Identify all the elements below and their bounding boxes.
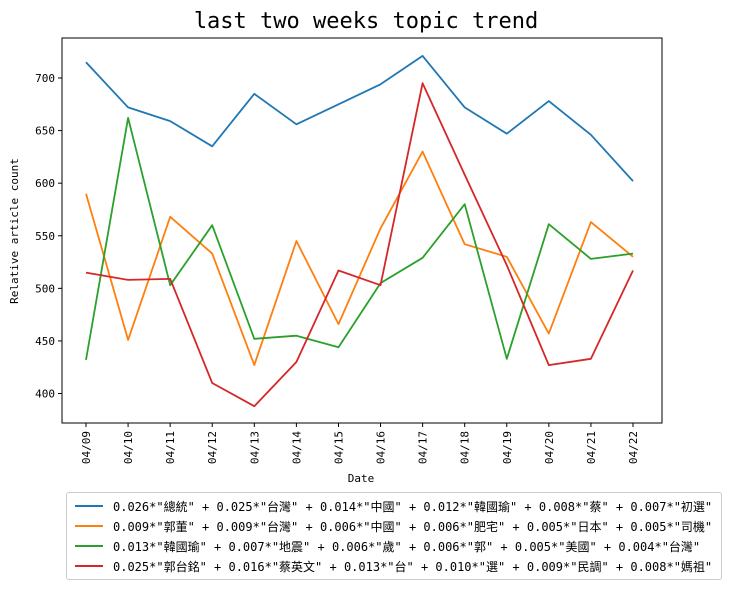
x-tick-label: 04/16: [375, 431, 388, 464]
x-tick-label: 04/14: [290, 431, 303, 464]
x-tick-label: 04/22: [627, 431, 640, 464]
series-lines: [85, 55, 634, 408]
series-line-2: [85, 150, 634, 367]
x-tick-label: 04/18: [459, 431, 472, 464]
legend-swatch-2: [75, 525, 103, 527]
legend-swatch-3: [75, 545, 103, 547]
x-tick-label: 04/10: [122, 431, 135, 464]
y-axis-label: Relative article count: [8, 158, 21, 304]
y-axis-ticks: 400 450 500 550 600 650 700: [35, 72, 62, 401]
x-tick-label: 04/19: [501, 431, 514, 464]
x-tick-label: 04/21: [585, 431, 598, 464]
plot-frame: [61, 37, 663, 424]
x-tick-label: 04/09: [80, 431, 93, 464]
x-axis-ticks: 04/09 04/10 04/11 04/12 04/13 04/14 04/15 04/16…: [80, 423, 640, 464]
x-tick-label: 04/11: [164, 431, 177, 464]
y-tick-label: 500: [35, 282, 55, 295]
legend: 0.026*"總統" + 0.025*"台灣" + 0.014*"中國" + 0…: [66, 492, 722, 580]
x-axis-label: Date: [348, 472, 375, 485]
x-tick-label: 04/20: [543, 431, 556, 464]
y-tick-label: 600: [35, 177, 55, 190]
legend-swatch-4: [75, 565, 103, 567]
x-tick-label: 04/13: [248, 431, 261, 464]
legend-label: 0.026*"總統" + 0.025*"台灣" + 0.014*"中國" + 0…: [113, 499, 713, 514]
legend-entry: 0.013*"韓國瑜" + 0.007*"地震" + 0.006*"歲" + 0…: [75, 536, 713, 556]
legend-label: 0.025*"郭台銘" + 0.016*"蔡英文" + 0.013*"台" + …: [113, 559, 713, 574]
y-tick-label: 550: [35, 230, 55, 243]
legend-entry: 0.025*"郭台銘" + 0.016*"蔡英文" + 0.013*"台" + …: [75, 556, 713, 576]
y-tick-label: 700: [35, 72, 55, 85]
chart-title: last two weeks topic trend: [194, 9, 538, 34]
legend-label: 0.009*"郭董" + 0.009*"台灣" + 0.006*"中國" + 0…: [113, 519, 713, 534]
x-tick-label: 04/12: [206, 431, 219, 464]
y-tick-label: 650: [35, 125, 55, 138]
legend-entry: 0.026*"總統" + 0.025*"台灣" + 0.014*"中國" + 0…: [75, 496, 713, 516]
legend-swatch-1: [75, 505, 103, 507]
y-tick-label: 450: [35, 335, 55, 348]
legend-entry: 0.009*"郭董" + 0.009*"台灣" + 0.006*"中國" + 0…: [75, 516, 713, 536]
series-line-1: [85, 55, 634, 182]
series-line-3: [85, 117, 634, 361]
y-tick-label: 400: [35, 388, 55, 401]
legend-label: 0.013*"韓國瑜" + 0.007*"地震" + 0.006*"歲" + 0…: [113, 539, 701, 554]
series-line-4: [85, 82, 634, 408]
x-tick-label: 04/15: [332, 431, 345, 464]
x-tick-label: 04/17: [417, 431, 430, 464]
